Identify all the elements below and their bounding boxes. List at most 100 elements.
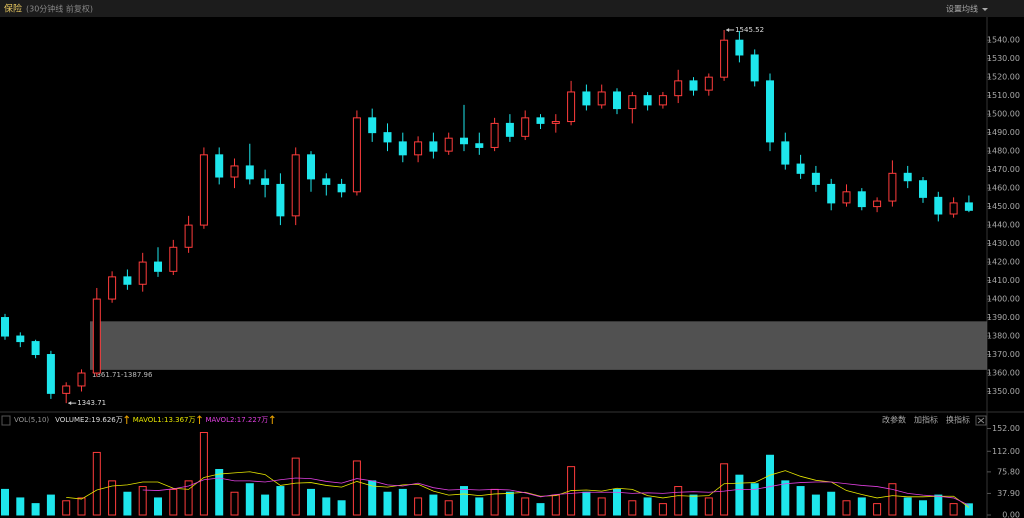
- legend-entry: MAVOL1:13.367万: [133, 416, 196, 424]
- volume-bar: [276, 486, 285, 516]
- panel-icon[interactable]: [1, 415, 11, 426]
- candle-body: [521, 117, 530, 137]
- candle-body: [62, 385, 71, 394]
- candle-body: [964, 202, 973, 211]
- volume-bar: [628, 500, 637, 516]
- y-tick-label: 1490.00: [987, 128, 1020, 137]
- settings-button[interactable]: 设置均线: [946, 4, 978, 14]
- candle-body: [230, 165, 239, 178]
- volume-bar: [964, 503, 973, 516]
- candle-body: [903, 172, 912, 182]
- y-tick-label: 152.00: [992, 424, 1020, 433]
- candle-body: [245, 165, 254, 180]
- stock-name: 保险: [4, 3, 22, 15]
- candle-body: [322, 178, 331, 185]
- legend-entry: MAVOL2:17.227万: [206, 416, 269, 424]
- candle-body: [658, 95, 667, 106]
- volume-bar: [720, 463, 729, 516]
- volume-bar: [796, 486, 805, 516]
- candle-body: [628, 95, 637, 110]
- candle-body: [276, 183, 285, 217]
- volume-bar: [460, 486, 468, 516]
- zone-label: 1361.71-1387.96: [92, 371, 153, 379]
- candle-body: [154, 261, 162, 272]
- volume-bar: [505, 491, 514, 516]
- volume-bar: [154, 497, 162, 516]
- legend-arrow: [269, 415, 275, 424]
- candle-body: [827, 183, 836, 204]
- y-tick-label: 1530.00: [987, 54, 1020, 63]
- volume-bar: [704, 497, 713, 516]
- candle-body: [46, 354, 55, 394]
- volume-bar: [490, 488, 499, 516]
- volume-bar: [827, 491, 836, 516]
- indicator-button[interactable]: 换指标: [946, 415, 970, 425]
- y-tick-label: 1500.00: [987, 110, 1020, 119]
- candle-body: [720, 39, 729, 78]
- candle-body: [77, 372, 86, 387]
- volume-bar: [888, 483, 897, 516]
- volume-bar: [77, 497, 86, 516]
- candle-body: [368, 117, 377, 134]
- y-tick-label: 75.80: [997, 467, 1020, 476]
- volume-bar: [291, 457, 300, 516]
- y-tick-label: 1480.00: [987, 147, 1020, 156]
- volume-bar: [429, 494, 438, 516]
- indicator-button[interactable]: 改参数: [882, 415, 906, 425]
- annotation-label: 1545.52: [735, 26, 764, 34]
- y-tick-label: 1510.00: [987, 91, 1020, 100]
- candle-body: [597, 91, 606, 106]
- candle-body: [674, 80, 683, 97]
- volume-bar: [475, 497, 484, 516]
- candle-body: [261, 178, 270, 185]
- candle-body: [551, 121, 560, 124]
- y-tick-label: 1410.00: [987, 276, 1020, 285]
- top-bar: [0, 0, 1024, 17]
- candle-body: [16, 335, 25, 343]
- candle-body: [352, 117, 361, 193]
- period: (30分钟线 前复权): [26, 4, 93, 14]
- y-tick-label: 1420.00: [987, 258, 1020, 267]
- y-tick-label: 1440.00: [987, 221, 1020, 230]
- candle-body: [842, 191, 851, 204]
- candle-body: [811, 172, 820, 185]
- candle-body: [781, 141, 790, 165]
- y-tick-label: 1430.00: [987, 239, 1020, 248]
- volume-bar: [582, 491, 591, 516]
- indicator-button[interactable]: 加指标: [914, 415, 938, 425]
- candle-body: [383, 132, 392, 143]
- y-tick-label: 1350.00: [987, 387, 1020, 396]
- close-icon: [977, 417, 985, 424]
- candle-body: [169, 246, 178, 272]
- candle-body: [888, 172, 897, 202]
- close-button[interactable]: [975, 415, 987, 426]
- volume-bar: [383, 491, 392, 516]
- volume-bar: [46, 494, 55, 516]
- candle-body: [337, 183, 346, 193]
- candle-body: [291, 154, 300, 217]
- candle-body: [689, 80, 698, 91]
- volume-bar: [337, 500, 346, 516]
- volume-bar: [123, 491, 132, 516]
- volume-bar: [949, 503, 958, 516]
- candle-body: [1, 317, 9, 337]
- volume-bar: [597, 497, 606, 516]
- volume-bar: [613, 488, 621, 516]
- candle-body: [949, 202, 958, 215]
- candle-body: [429, 141, 438, 152]
- volume-bar: [261, 494, 270, 516]
- volume-bar: [245, 483, 254, 516]
- volume-bar: [444, 500, 453, 516]
- y-tick-label: 1370.00: [987, 350, 1020, 359]
- y-tick-label: 1450.00: [987, 202, 1020, 211]
- candle-body: [199, 154, 208, 226]
- ma-line: [142, 477, 970, 506]
- volume-bar: [398, 488, 407, 516]
- volume-bar: [322, 497, 331, 516]
- volume-bar: [873, 503, 882, 516]
- volume-bar: [1, 488, 9, 516]
- y-tick-label: 112.00: [992, 447, 1020, 456]
- candle-body: [398, 141, 407, 156]
- volume-bar: [536, 503, 545, 516]
